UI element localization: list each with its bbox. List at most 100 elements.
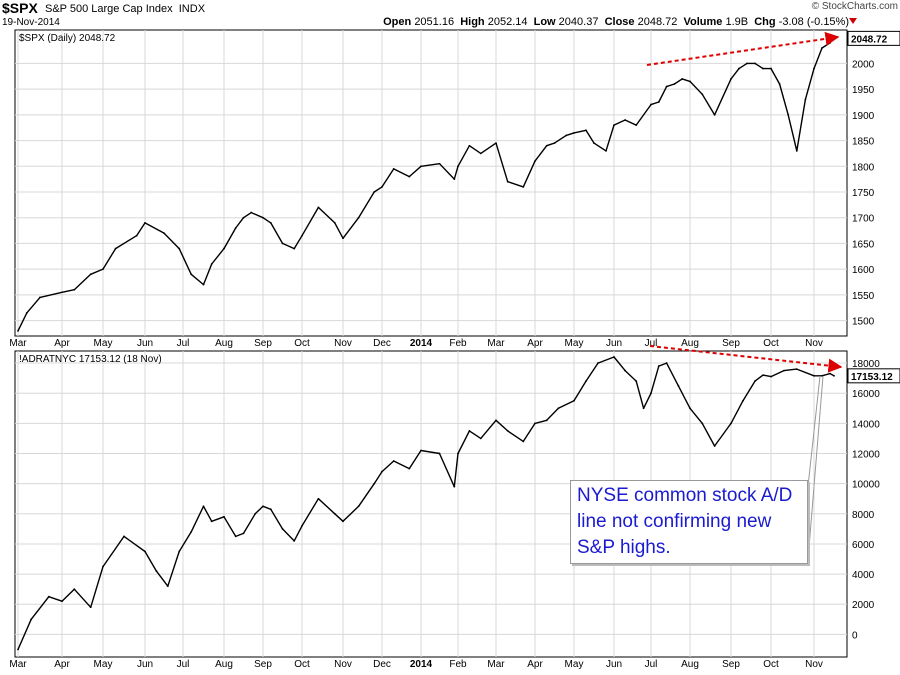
x-tick-label: Jul (177, 338, 190, 349)
x-tick-label: Aug (215, 338, 233, 349)
data-point (573, 399, 575, 402)
data-point (317, 206, 320, 209)
data-point (269, 221, 272, 224)
data-point (420, 449, 422, 452)
data-point (495, 419, 497, 422)
data-point (223, 515, 225, 518)
data-point (202, 283, 205, 286)
data-point (746, 62, 748, 65)
data-point (657, 101, 660, 103)
x-tick-label: Nov (805, 338, 823, 349)
x-tick-label: Aug (215, 659, 233, 670)
data-point (804, 98, 807, 101)
last-value-label: 17153.12 (851, 372, 893, 383)
data-point (665, 362, 668, 364)
high-value: 2052.14 (487, 16, 528, 28)
x-tick-label: Aug (681, 659, 699, 670)
x-tick-label: Apr (527, 338, 543, 349)
chg-label: Chg (754, 16, 776, 28)
data-point (357, 216, 360, 219)
series-line (17, 37, 835, 332)
data-point (701, 93, 704, 96)
data-point (673, 83, 676, 85)
data-point (795, 149, 798, 152)
x-tick-label: Nov (334, 659, 352, 670)
x-tick-label: Sep (254, 338, 272, 349)
data-point (89, 273, 92, 276)
y-tick-label: 1850 (852, 137, 875, 148)
data-point (681, 77, 684, 80)
brand-logo: © StockCharts.com (811, 1, 898, 12)
x-tick-label: Jul (645, 659, 658, 670)
data-point (522, 440, 525, 443)
y-tick-label: 14000 (852, 419, 880, 430)
plot-frame (14, 29, 848, 337)
data-point (829, 41, 831, 44)
y-tick-label: 16000 (852, 389, 880, 400)
data-point (565, 134, 568, 137)
x-tick-label: Jun (137, 659, 153, 670)
data-point (202, 505, 205, 508)
data-point (166, 585, 169, 588)
y-tick-label: 10000 (852, 480, 880, 491)
data-point (135, 234, 138, 237)
data-point (30, 618, 33, 621)
x-tick-label: May (94, 338, 113, 349)
data-point (821, 47, 823, 49)
chg-value: -3.08 (-0.15%) (778, 16, 849, 28)
data-point (102, 268, 104, 271)
data-point (613, 356, 615, 358)
y-tick-label: 1800 (852, 162, 875, 173)
x-tick-label: Dec (373, 338, 391, 349)
annotation-callout: NYSE common stock A/D line not confirmin… (570, 480, 808, 564)
data-point (787, 113, 790, 116)
y-tick-label: 2000 (852, 59, 875, 70)
data-point (333, 221, 336, 224)
data-point (333, 512, 336, 515)
series-legend: !ADRATNYC 17153.12 (18 Nov) (19, 354, 162, 365)
data-point (479, 437, 482, 440)
price-panel: 1500 1550 1600 1650 1700 1750 1800 1850 1900 1950… (9, 29, 900, 349)
data-point (114, 247, 117, 250)
data-point (242, 216, 245, 219)
data-point (770, 67, 772, 70)
x-tick-label: Feb (449, 338, 467, 349)
data-point (163, 232, 165, 235)
data-point (833, 374, 835, 377)
data-point (342, 237, 344, 240)
data-point (210, 520, 213, 523)
data-point (317, 497, 320, 500)
data-point (223, 247, 225, 250)
x-tick-label: Mar (9, 659, 27, 670)
data-point (657, 365, 660, 367)
data-point (453, 178, 456, 181)
x-tick-label: Oct (294, 338, 310, 349)
high-label: High (460, 16, 485, 28)
data-point (178, 550, 181, 553)
data-point (373, 482, 376, 485)
data-point (457, 452, 459, 455)
data-point (738, 67, 740, 70)
data-point (144, 221, 146, 224)
data-point (269, 508, 272, 511)
x-tick-label: Oct (763, 659, 779, 670)
data-point (25, 311, 28, 314)
x-tick-label: Nov (805, 659, 823, 670)
data-point (545, 419, 548, 422)
y-tick-label: 1700 (852, 214, 875, 225)
data-point (795, 368, 798, 370)
data-point (281, 527, 284, 530)
down-arrow-icon (849, 18, 857, 24)
y-tick-label: 8000 (852, 510, 875, 521)
breadth-panel: 0 2000 4000 6000 8000 10000 12000 14000 16000 180… (9, 350, 900, 670)
y-tick-label: 1950 (852, 85, 875, 96)
data-point (254, 512, 257, 515)
open-value: 2051.16 (414, 16, 455, 28)
symbol: $SPX (2, 0, 38, 16)
data-point (495, 142, 497, 145)
data-point (770, 375, 772, 378)
data-point (373, 191, 376, 193)
data-point (665, 85, 668, 88)
y-tick-label: 18000 (852, 359, 880, 370)
